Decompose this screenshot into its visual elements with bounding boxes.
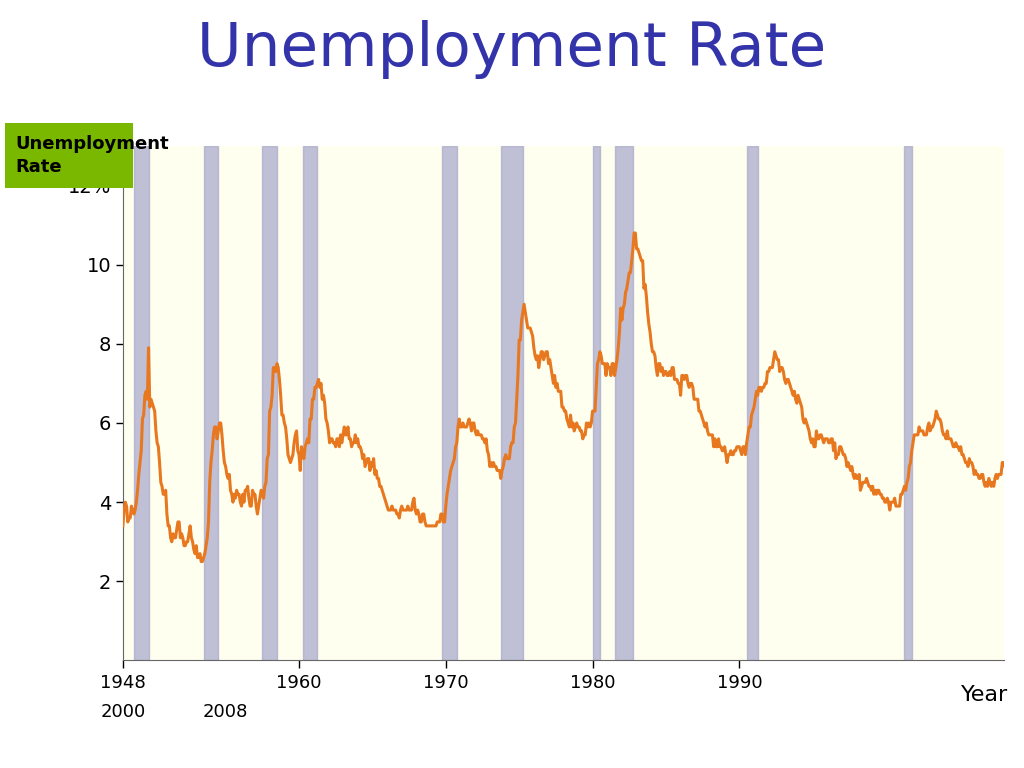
- Text: 2000: 2000: [100, 703, 145, 721]
- Bar: [904, 146, 911, 660]
- Text: Year: Year: [962, 685, 1009, 705]
- Text: Unemployment
Rate: Unemployment Rate: [15, 135, 169, 176]
- Bar: [204, 146, 218, 660]
- Bar: [746, 146, 758, 660]
- Bar: [442, 146, 457, 660]
- Text: Unemployment Rate: Unemployment Rate: [198, 21, 826, 79]
- Bar: [134, 146, 148, 660]
- Bar: [262, 146, 278, 660]
- Bar: [303, 146, 317, 660]
- Bar: [593, 146, 600, 660]
- Bar: [614, 146, 633, 660]
- Text: 2008: 2008: [203, 703, 248, 721]
- Bar: [501, 146, 523, 660]
